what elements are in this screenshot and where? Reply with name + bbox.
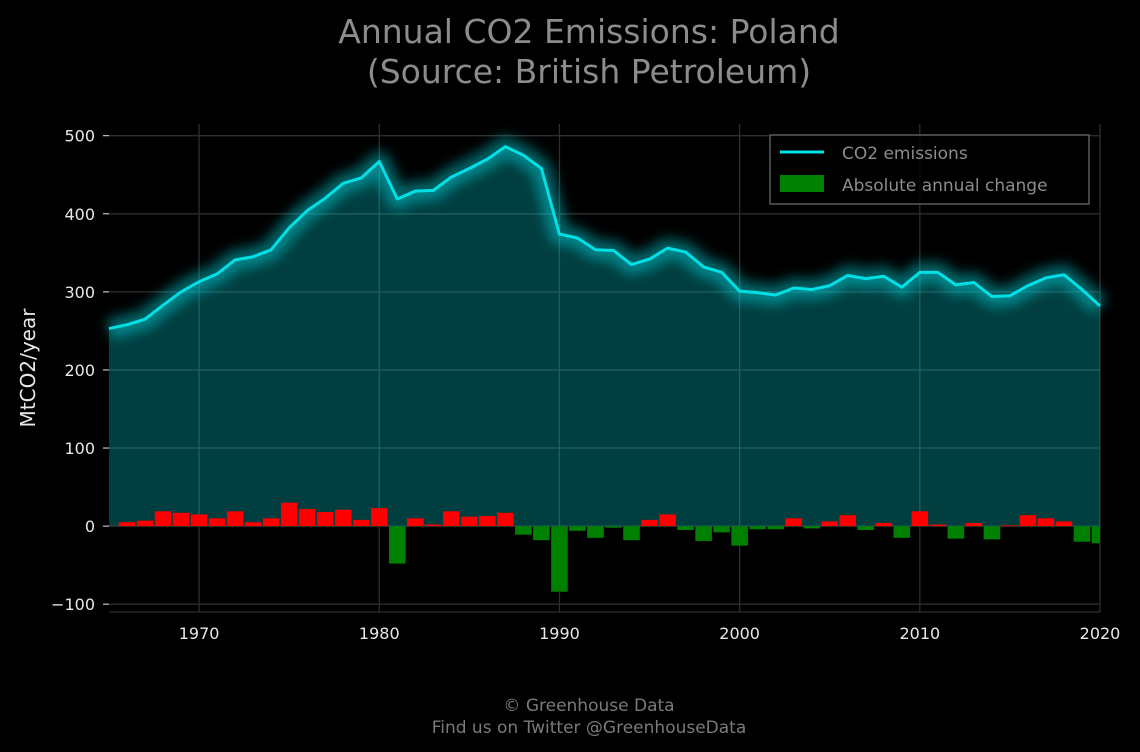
legend-swatch-annual-change (780, 175, 824, 192)
annual-change-bar (605, 526, 622, 528)
legend-label-annual-change: Absolute annual change (842, 176, 1048, 196)
y-tick-label: −100 (51, 595, 95, 614)
annual-change-bar (316, 512, 334, 527)
annual-change-bar (1019, 515, 1037, 527)
annual-change-bar (1073, 526, 1091, 542)
annual-change-bar (569, 526, 586, 531)
annual-change-bar (983, 526, 1001, 540)
annual-change-bar (479, 515, 496, 527)
annual-change-bar (389, 526, 406, 564)
emissions-area-fill (109, 146, 1100, 527)
legend-label-co2-emissions: CO2 emissions (842, 144, 968, 164)
annual-change-bar (370, 508, 388, 527)
annual-change-bar (244, 522, 262, 527)
annual-change-bar (659, 514, 676, 527)
annual-change-bar (875, 522, 893, 527)
x-tick-label: 1990 (539, 624, 580, 643)
annual-change-bar (136, 520, 154, 527)
annual-change-bar (1001, 525, 1019, 527)
annual-change-bar (929, 524, 947, 527)
annual-change-bar (190, 514, 208, 527)
y-tick-label: 0 (85, 517, 95, 536)
annual-change-bar (280, 502, 298, 527)
annual-change-bar (623, 526, 640, 541)
annual-change-bar (821, 521, 839, 527)
annual-change-bar (1055, 521, 1073, 527)
annual-change-bar (118, 522, 136, 527)
annual-change-bar (298, 508, 316, 527)
annual-change-bar (551, 526, 568, 592)
annual-change-bar (911, 511, 929, 527)
annual-change-bar (334, 509, 352, 527)
annual-change-bar (749, 526, 766, 530)
y-tick-label: 500 (64, 127, 95, 146)
annual-change-bar (713, 526, 730, 533)
y-axis-ticks: −100 0 100 200 300 400 500 (51, 127, 109, 614)
annual-change-bar (1037, 518, 1055, 527)
annual-change-bar (785, 518, 802, 527)
annual-change-bar (172, 512, 190, 527)
annual-change-bars (118, 502, 1100, 592)
annual-change-bar (857, 526, 875, 531)
emissions-line-layer (108, 145, 1102, 331)
annual-change-bar (803, 526, 820, 529)
annual-change-bar (767, 526, 784, 530)
chart-legend: CO2 emissions Absolute annual change (769, 134, 1090, 205)
chart-title-line-1: Annual CO2 Emissions: Poland (338, 12, 840, 51)
annual-change-bar (893, 526, 911, 538)
footer-twitter: Find us on Twitter @GreenhouseData (432, 718, 747, 738)
annual-change-bar (947, 526, 965, 539)
y-tick-label: 200 (64, 361, 95, 380)
annual-change-bar (262, 518, 280, 527)
annual-change-bar (533, 526, 550, 541)
x-axis-ticks: 1970 1980 1990 2000 2010 2020 (179, 624, 1121, 643)
x-tick-label: 1970 (179, 624, 220, 643)
annual-change-bar (154, 511, 172, 527)
y-tick-label: 400 (64, 205, 95, 224)
annual-change-bar (515, 526, 532, 535)
annual-change-bar (587, 526, 604, 538)
annual-change-bar (965, 522, 983, 527)
footer-copyright: © Greenhouse Data (503, 696, 674, 716)
x-tick-label: 1980 (359, 624, 400, 643)
annual-change-bar (461, 516, 478, 527)
x-tick-label: 2010 (899, 624, 940, 643)
annual-change-bar (407, 518, 424, 527)
x-tick-label: 2000 (719, 624, 760, 643)
annual-change-bar (677, 526, 694, 531)
chart-footer: © Greenhouse Data Find us on Twitter @Gr… (432, 696, 747, 738)
y-tick-label: 300 (64, 283, 95, 302)
y-tick-label: 100 (64, 439, 95, 458)
legend-frame (769, 134, 1090, 205)
chart-title: Annual CO2 Emissions: Poland (Source: Br… (338, 12, 840, 91)
annual-change-bar (731, 526, 748, 546)
annual-change-bar (839, 515, 857, 527)
emissions-area (109, 146, 1100, 527)
co2-emissions-line (108, 145, 1102, 331)
annual-change-bar (443, 511, 460, 527)
annual-change-bar (226, 511, 244, 527)
annual-change-bar (497, 512, 514, 527)
annual-change-bar (641, 519, 658, 527)
annual-change-bar (208, 518, 226, 527)
annual-change-bar (352, 519, 370, 527)
annual-change-bar (1091, 526, 1100, 544)
y-axis-label: MtCO2/year (16, 308, 40, 428)
annual-change-bar (425, 524, 442, 527)
x-tick-label: 2020 (1080, 624, 1121, 643)
chart-title-line-2: (Source: British Petroleum) (367, 52, 811, 91)
annual-change-bar (695, 526, 712, 541)
